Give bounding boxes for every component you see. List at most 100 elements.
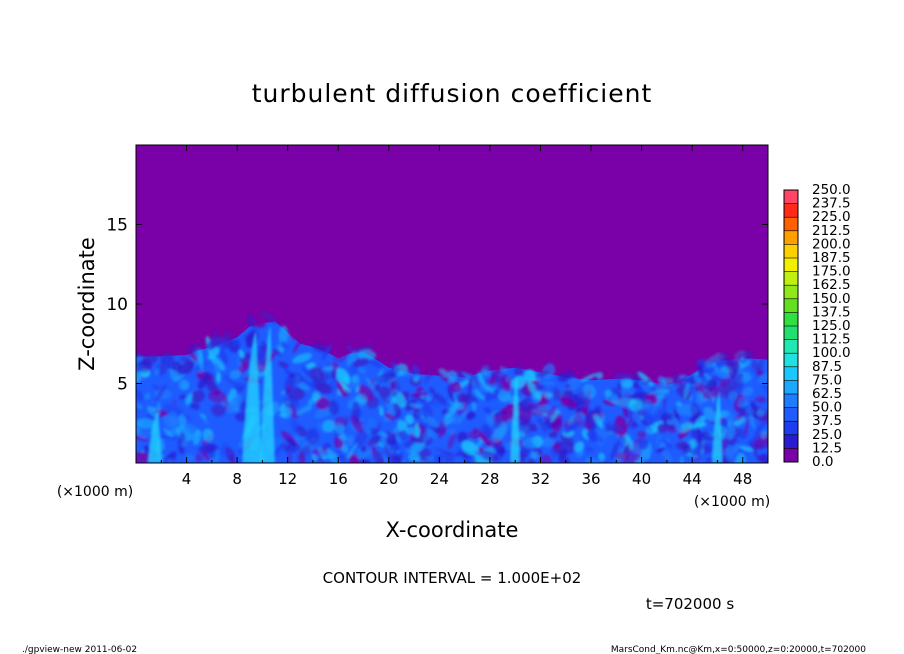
turbulence-eddy: [139, 353, 152, 363]
turbulence-eddy: [371, 446, 376, 456]
turbulence-eddy: [417, 423, 427, 436]
turbulence-eddy: [397, 364, 402, 369]
turbulence-eddy: [284, 367, 291, 376]
colorbar-label: 50.0: [812, 400, 842, 416]
turbulence-eddy: [342, 373, 349, 387]
turbulence-eddy: [375, 384, 381, 392]
turbulence-eddy: [328, 400, 339, 415]
turbulence-eddy: [657, 423, 668, 433]
turbulence-eddy: [207, 390, 228, 403]
turbulence-eddy: [185, 392, 193, 406]
turbulence-eddy: [761, 383, 768, 395]
turbulence-eddy: [365, 417, 377, 434]
turbulence-eddy: [703, 406, 716, 422]
turbulence-eddy: [610, 441, 619, 461]
turbulence-eddy: [168, 411, 178, 428]
turbulence-eddy: [302, 366, 310, 377]
turbulence-eddy: [539, 454, 552, 463]
turbulence-eddy: [136, 435, 149, 442]
turbulence-eddy: [453, 400, 461, 410]
turbulence-eddy: [467, 376, 473, 397]
turbulence-eddy: [227, 394, 243, 414]
turbulence-eddy: [286, 437, 296, 446]
turbulence-eddy: [256, 318, 266, 328]
turbulence-eddy: [393, 403, 402, 415]
x-tick-label: 20: [379, 470, 398, 488]
turbulence-eddy: [656, 447, 666, 453]
turbulence-eddy: [238, 349, 245, 359]
turbulence-eddy: [136, 359, 152, 373]
x-units-label-right: (×1000 m): [694, 494, 770, 510]
turbulence-eddy: [666, 419, 674, 425]
turbulence-eddy: [347, 434, 355, 448]
footer-right: MarsCond_Km.nc@Km,x=0:50000,z=0:20000,t=…: [611, 645, 866, 654]
x-tick-label: 24: [430, 470, 449, 488]
turbulence-eddy: [692, 456, 702, 461]
turbulence-eddy: [527, 381, 541, 400]
turbulence-eddy: [610, 387, 617, 396]
x-tick-label: 8: [232, 470, 242, 488]
turbulence-eddy: [645, 425, 654, 435]
x-tick-label: 36: [581, 470, 600, 488]
turbulence-eddy: [155, 384, 167, 401]
turbulence-eddy: [289, 372, 294, 379]
turbulence-eddy: [292, 372, 303, 385]
turbulence-eddy: [383, 445, 395, 461]
colorbar-swatch: [784, 271, 798, 286]
turbulence-eddy: [642, 378, 653, 385]
turbulence-eddy: [740, 433, 747, 440]
turbulence-eddy: [424, 370, 432, 384]
turbulence-eddy: [352, 345, 373, 354]
turbulence-eddy: [354, 373, 360, 386]
turbulence-eddy: [528, 423, 538, 432]
turbulence-eddy: [651, 388, 671, 395]
turbulence-eddy: [711, 375, 725, 383]
turbulence-eddy: [346, 351, 358, 367]
turbulence-eddy: [136, 351, 141, 359]
turbulence-eddy: [542, 436, 555, 448]
colorbar-swatch: [784, 217, 798, 231]
x-tick-label: 48: [733, 470, 752, 488]
turbulence-eddy: [312, 343, 330, 354]
turbulence-eddy: [297, 381, 310, 391]
turbulence-eddy: [486, 415, 496, 425]
colorbar-swatch: [784, 366, 798, 381]
colorbar-swatch: [784, 230, 798, 245]
colorbar-swatch: [784, 285, 798, 299]
turbulence-eddy: [582, 383, 597, 399]
turbulence-eddy: [742, 350, 754, 360]
turbulence-eddy: [357, 384, 374, 401]
turbulence-eddy: [561, 370, 571, 378]
turbulence-eddy: [284, 443, 301, 454]
y-tick-label: 15: [106, 216, 128, 236]
turbulence-eddy: [483, 428, 494, 438]
colorbar-swatch: [784, 394, 798, 408]
y-tick-label: 10: [106, 295, 128, 315]
turbulence-eddy: [575, 398, 586, 414]
turbulence-eddy: [472, 428, 478, 435]
turbulence-eddy: [163, 428, 174, 438]
turbulence-eddy: [280, 390, 285, 395]
turbulence-eddy: [202, 450, 210, 461]
x-tick-label: 44: [683, 470, 702, 488]
turbulence-eddy: [430, 388, 435, 395]
turbulence-eddy: [497, 387, 511, 395]
turbulence-eddy: [616, 436, 627, 446]
turbulence-eddy: [365, 376, 375, 390]
colorbar-label: 237.5: [812, 196, 851, 212]
turbulence-eddy: [527, 458, 535, 463]
turbulence-eddy: [355, 386, 360, 393]
colorbar-swatch: [784, 203, 798, 218]
turbulence-eddy: [225, 446, 236, 463]
colorbar-label: 250.0: [812, 182, 851, 198]
turbulence-eddy: [289, 330, 299, 340]
turbulence-eddy: [760, 398, 768, 404]
turbulence-eddy: [367, 358, 383, 369]
colorbar-label: 187.5: [812, 250, 851, 266]
turbulence-eddy: [638, 438, 649, 450]
turbulence-eddy: [190, 389, 205, 403]
turbulence-eddy: [333, 437, 344, 449]
turbulence-eddy: [344, 416, 349, 428]
turbulence-eddy: [441, 409, 448, 415]
turbulence-eddy: [722, 416, 729, 432]
